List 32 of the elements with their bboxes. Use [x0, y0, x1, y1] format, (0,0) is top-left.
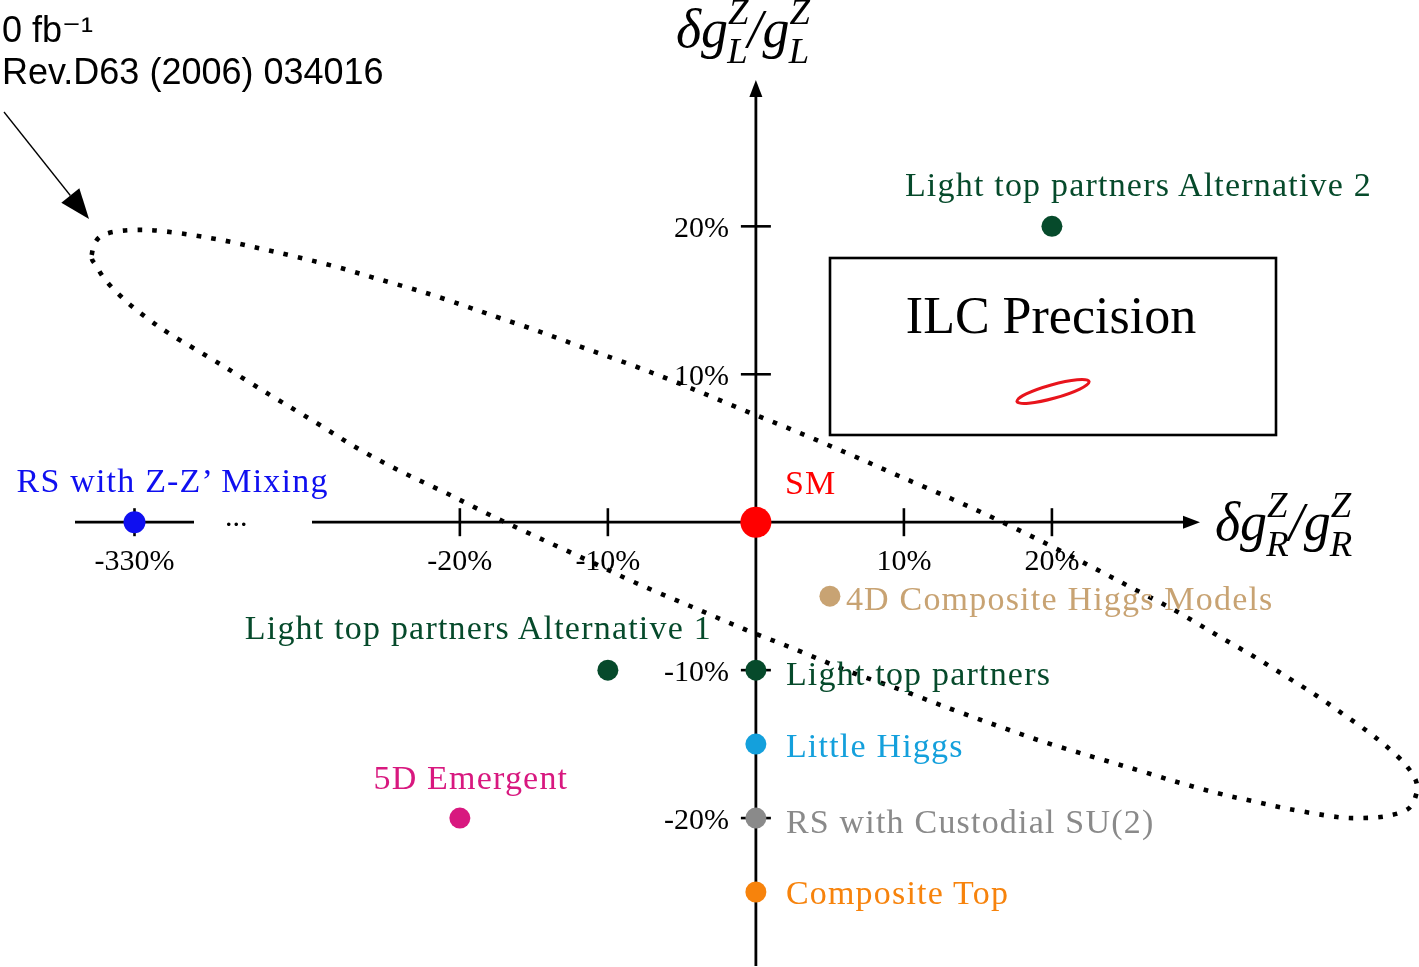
x-tick-label: -330%	[94, 543, 175, 577]
point	[745, 807, 767, 829]
point	[597, 659, 619, 681]
y-tick-label: -20%	[663, 801, 729, 835]
series-label: SM	[784, 464, 837, 502]
y-tick-label: 10%	[673, 357, 729, 391]
series-label: RS with Custodial SU(2)	[785, 803, 1155, 842]
point	[819, 585, 841, 607]
annotation: 0 fb⁻¹	[2, 9, 94, 50]
text: Light top partners Alternative 1	[244, 609, 712, 647]
annotation: ILC Precision	[905, 287, 1197, 344]
series-label: 4D Composite Higgs Models	[845, 580, 1274, 618]
point	[740, 506, 772, 538]
point	[1041, 215, 1063, 237]
series-label: Light top partners	[785, 655, 1052, 693]
annotation: ...	[225, 499, 248, 532]
x-tick-label: -10%	[575, 543, 641, 577]
point	[745, 659, 767, 681]
x-tick-label: 20%	[1024, 543, 1080, 577]
series-label: Little Higgs	[785, 727, 964, 765]
y-tick-label: 20%	[673, 209, 729, 243]
annotation: Rev.D63 (2006) 034016	[2, 51, 384, 92]
x-tick-label: -20%	[427, 543, 493, 577]
point	[449, 807, 471, 829]
y-tick-label: -10%	[663, 653, 729, 687]
series-label: Composite Top	[785, 874, 1010, 912]
x-tick-label: 10%	[876, 543, 932, 577]
text: Light top partners Alternative 2	[904, 166, 1372, 204]
series-label: RS with Z-Z’ Mixing	[16, 462, 329, 500]
point	[745, 733, 767, 755]
series-label: 5D Emergent	[373, 759, 569, 797]
point	[745, 881, 767, 903]
